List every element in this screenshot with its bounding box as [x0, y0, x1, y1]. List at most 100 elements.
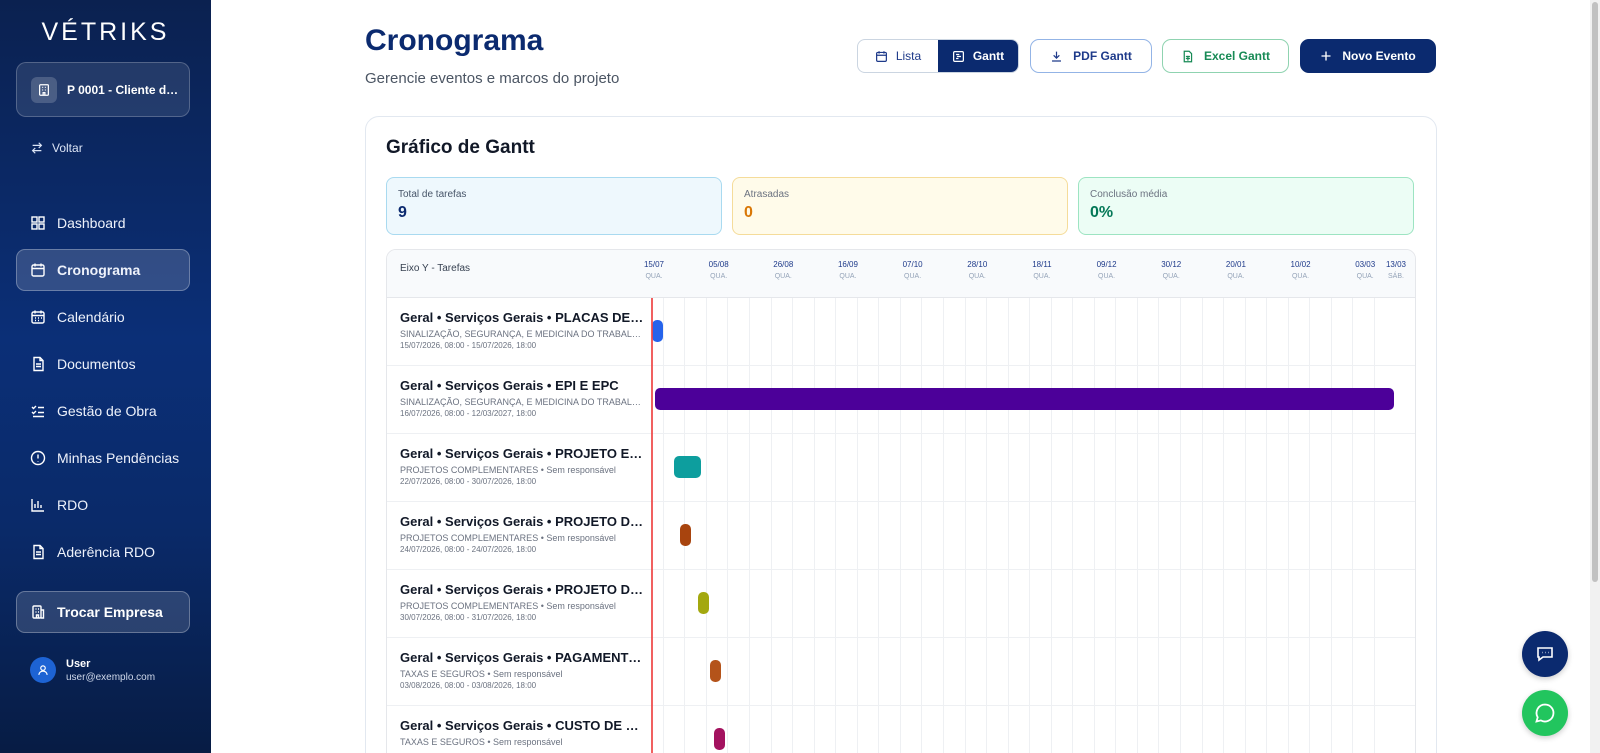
sidebar-item-pendencias[interactable]: Minhas Pendências — [16, 437, 190, 479]
gantt-tick-day: QUA. — [1227, 273, 1245, 280]
excel-gantt-button[interactable]: Excel Gantt — [1162, 39, 1289, 73]
project-selector[interactable]: P 0001 - Cliente de... — [16, 62, 190, 117]
back-label: Voltar — [52, 141, 83, 155]
view-gantt-label: Gantt — [972, 49, 1005, 63]
gantt-bar[interactable] — [652, 320, 663, 342]
gantt-row[interactable]: Geral • Serviços Gerais • PROJETO DE INS… — [387, 502, 1415, 570]
gantt-tick: 07/10 QUA. — [901, 259, 925, 283]
gantt-tick-date: 16/09 — [837, 260, 858, 269]
gantt-grid-line — [1373, 298, 1375, 753]
pdf-gantt-label: PDF Gantt — [1073, 49, 1132, 63]
document-icon — [33, 356, 44, 372]
sidebar-item-gestao-obra[interactable]: Gestão de Obra — [16, 390, 190, 432]
gantt-row[interactable]: Geral • Serviços Gerais • CUSTO DE PLACA… — [387, 706, 1415, 753]
gantt-tick-date: 28/10 — [967, 260, 988, 269]
chat-button[interactable] — [1522, 631, 1568, 677]
gantt-grid-line — [1330, 298, 1332, 753]
task-info: Geral • Serviços Gerais • PLACAS DE SINA… — [400, 310, 645, 350]
task-dates: 15/07/2026, 08:00 - 15/07/2026, 18:00 — [400, 341, 537, 350]
task-category: PROJETOS COMPLEMENTARES • Sem responsáve… — [400, 465, 616, 475]
gantt-row[interactable]: Geral • Serviços Gerais • PAGAMENTO DE T… — [387, 638, 1415, 706]
task-info: Geral • Serviços Gerais • CUSTO DE PLACA… — [400, 718, 645, 749]
sidebar-item-label: Calendário — [57, 309, 125, 325]
gantt-tick-day: QUA. — [1291, 273, 1310, 280]
checklist-icon — [31, 405, 44, 418]
today-line — [651, 298, 653, 753]
gantt-row[interactable]: Geral • Serviços Gerais • PROJETO ESTRUT… — [387, 434, 1415, 502]
gantt-bar[interactable] — [655, 388, 1394, 410]
sidebar-item-label: Gestão de Obra — [57, 403, 157, 419]
gantt-grid-line — [1115, 298, 1117, 753]
stat-avg-completion: Conclusão média 0% — [1078, 177, 1414, 235]
pdf-gantt-button[interactable]: PDF Gantt — [1030, 39, 1152, 73]
gantt-card-title: Gráfico de Gantt — [386, 137, 535, 158]
task-dates: 16/07/2026, 08:00 - 12/03/2027, 18:00 — [400, 409, 537, 418]
sidebar-item-aderencia-rdo[interactable]: Aderência RDO — [16, 531, 190, 573]
gantt-tick: 13/03 SÁB. — [1384, 259, 1408, 283]
new-event-button[interactable]: Novo Evento — [1300, 39, 1436, 73]
gantt-grid-line — [899, 298, 901, 753]
task-info: Geral • Serviços Gerais • PROJETO DE PRE… — [400, 582, 645, 622]
gantt-grid-line — [1201, 298, 1203, 753]
sidebar-item-label: RDO — [57, 497, 89, 513]
user-profile[interactable]: User user@exemplo.com — [30, 657, 155, 683]
sidebar-item-calendario[interactable]: Calendário — [16, 296, 190, 338]
gantt-tick: 03/03 QUA. — [1353, 259, 1377, 283]
gantt-tick-day: QUA. — [1098, 273, 1116, 280]
gantt-tick: 28/10 QUA. — [965, 259, 989, 283]
task-category: SINALIZAÇÃO, SEGURANÇA, E MEDICINA DO TR… — [400, 329, 645, 339]
gantt-card: Gráfico de Gantt Total de tarefas 9 Atra… — [365, 116, 1437, 753]
bar-chart-icon — [31, 499, 44, 512]
view-gantt-button[interactable]: Gantt — [938, 40, 1018, 72]
sidebar-item-dashboard[interactable]: Dashboard — [16, 202, 190, 244]
scrollbar-thumb[interactable] — [1592, 2, 1598, 582]
gantt-tick-date: 30/12 — [1161, 260, 1182, 269]
gantt-row[interactable]: Geral • Serviços Gerais • PLACAS DE SINA… — [387, 298, 1415, 366]
sidebar: VÉTRIKS P 0001 - Cliente de... Voltar Da… — [0, 0, 211, 753]
sidebar-item-label: Minhas Pendências — [57, 450, 180, 466]
sidebar-item-label: Aderência RDO — [57, 544, 156, 560]
sidebar-item-label: Cronograma — [57, 262, 141, 278]
gantt-grid-line — [1309, 298, 1311, 753]
user-email: user@exemplo.com — [66, 671, 156, 683]
task-dates: 03/08/2026, 08:00 - 03/08/2026, 18:00 — [400, 681, 537, 690]
view-list-button[interactable]: Lista — [858, 40, 938, 72]
gantt-tick: 05/08 QUA. — [707, 259, 731, 283]
gantt-tick: 30/12 QUA. — [1159, 259, 1183, 283]
sidebar-item-rdo[interactable]: RDO — [16, 484, 190, 526]
calendar-grid-icon — [31, 310, 45, 324]
gantt-axis-label: Eixo Y - Tarefas — [400, 263, 471, 274]
gantt-row[interactable]: Geral • Serviços Gerais • PROJETO DE PRE… — [387, 570, 1415, 638]
task-dates: 24/07/2026, 08:00 - 24/07/2026, 18:00 — [400, 545, 537, 554]
sidebar-item-documentos[interactable]: Documentos — [16, 343, 190, 385]
calendar-icon — [31, 263, 45, 277]
whatsapp-icon — [1535, 703, 1555, 723]
gantt-grid-line — [748, 298, 750, 753]
task-title: Geral • Serviços Gerais • PROJETO DE INS… — [400, 514, 645, 529]
gantt-tick: 20/01 QUA. — [1224, 259, 1248, 283]
gantt-grid-line — [1007, 298, 1009, 753]
task-category: PROJETOS COMPLEMENTARES • Sem responsáve… — [400, 601, 616, 611]
gantt-grid-line — [964, 298, 966, 753]
gantt-grid-line — [792, 298, 794, 753]
gantt-grid-line — [1352, 298, 1354, 753]
gantt-row[interactable]: Geral • Serviços Gerais • EPI E EPC SINAL… — [387, 366, 1415, 434]
gantt-bar[interactable] — [713, 728, 725, 750]
page-scrollbar[interactable] — [1590, 0, 1600, 753]
gantt-bar[interactable] — [710, 660, 722, 682]
sidebar-item-cronograma[interactable]: Cronograma — [16, 249, 190, 291]
switch-company-button[interactable]: Trocar Empresa — [16, 591, 190, 633]
gantt-bar[interactable] — [673, 456, 702, 478]
app-logo[interactable]: VÉTRIKS — [41, 18, 170, 46]
sidebar-item-label: Dashboard — [57, 215, 126, 231]
stat-value: 0 — [744, 204, 753, 221]
back-link[interactable]: Voltar — [30, 141, 83, 155]
gantt-bar[interactable] — [679, 524, 691, 546]
whatsapp-button[interactable] — [1522, 690, 1568, 736]
excel-gantt-label: Excel Gantt — [1203, 49, 1271, 63]
gantt-bar[interactable] — [698, 592, 710, 614]
avatar — [30, 657, 56, 683]
task-category: TAXAS E SEGUROS • Sem responsável — [400, 669, 563, 679]
gantt-header: Eixo Y - Tarefas 15/07 QUA. 05/08 QUA. 26/08… — [387, 250, 1415, 298]
task-info: Geral • Serviços Gerais • PROJETO DE INS… — [400, 514, 645, 554]
